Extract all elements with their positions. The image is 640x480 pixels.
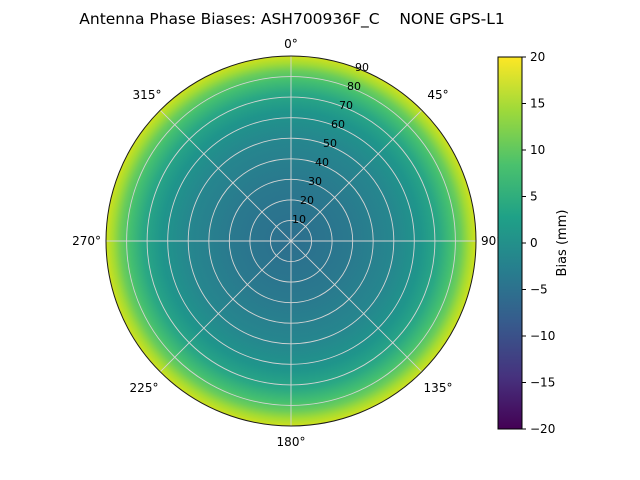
colorbar-ticks (522, 56, 526, 430)
polar-outline (105, 55, 477, 427)
r-label-20: 20 (300, 194, 314, 207)
theta-label-180: 180° (277, 435, 306, 449)
r-label-70: 70 (339, 99, 353, 112)
colorbar-tick-label-10: 10 (530, 143, 545, 157)
r-label-10: 10 (292, 213, 306, 226)
r-label-80: 80 (347, 80, 361, 93)
theta-label-315: 315° (133, 88, 162, 102)
colorbar-axis-label: Bias (mm) (555, 210, 570, 277)
colorbar-tick-label-5: 5 (530, 190, 538, 204)
theta-label-135: 135° (424, 381, 453, 395)
theta-label-45: 45° (427, 88, 448, 102)
grid-spoke (159, 109, 423, 373)
figure-title: Antenna Phase Biases: ASH700936F_C NONE … (79, 10, 504, 29)
colorbar-tick-label-15: 15 (530, 97, 545, 111)
r-label-90: 90 (355, 61, 369, 74)
colorbar-tick-label-0: 0 (530, 236, 538, 250)
r-label-40: 40 (315, 156, 329, 169)
r-label-60: 60 (331, 118, 345, 131)
colorbar-gradient (497, 56, 523, 430)
theta-label-225: 225° (130, 381, 159, 395)
colorbar-tick-label-m10: −10 (530, 329, 555, 343)
colorbar-tick-label-20: 20 (530, 50, 545, 64)
r-label-50: 50 (323, 137, 337, 150)
theta-label-270: 270° (72, 234, 101, 248)
polar-grid-spokes (106, 56, 476, 426)
colorbar-tick-label-m5: −5 (530, 283, 548, 297)
r-label-30: 30 (308, 175, 322, 188)
theta-label-90: 90° (481, 234, 502, 248)
theta-label-0: 0° (284, 37, 298, 51)
colorbar-tick-label-m20: −20 (530, 422, 555, 436)
colorbar-tick-label-m15: −15 (530, 376, 555, 390)
